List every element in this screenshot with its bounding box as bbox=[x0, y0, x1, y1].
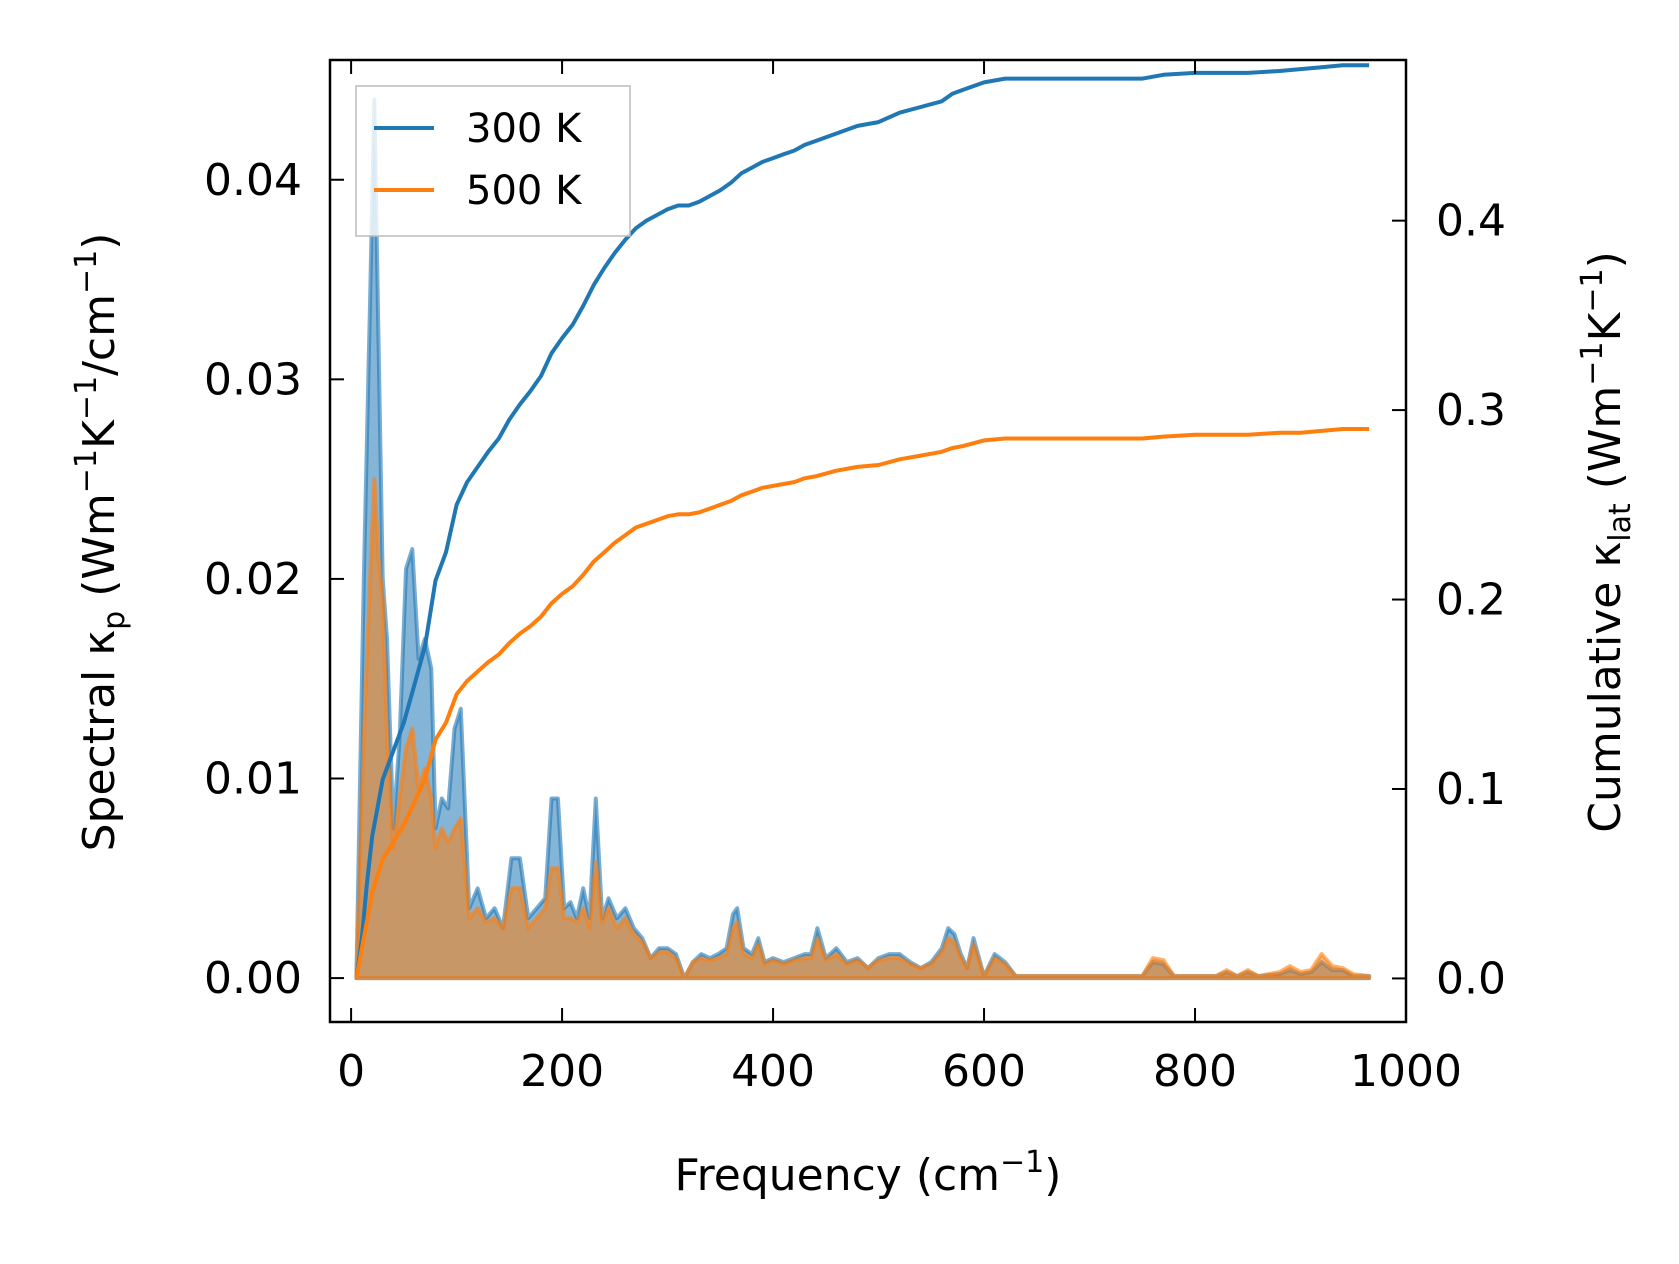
cumulative-lines bbox=[354, 63, 1370, 979]
x-tick-label: 200 bbox=[520, 1046, 604, 1097]
y-right-tick-label: 0.2 bbox=[1436, 575, 1506, 626]
x-axis-label-main: Frequency (cm bbox=[675, 1150, 1001, 1201]
y-right-label-part-2: (Wm bbox=[1580, 386, 1631, 504]
y-left-label-part-8: ) bbox=[74, 233, 125, 250]
axis-ticks: 0 200 400 600 800 1000 0.00 0.01 0.02 0.03 0.04 0.0… bbox=[204, 60, 1506, 1097]
y-right-label-part-3: −1 bbox=[1575, 341, 1610, 385]
y-left-label-part-5: −1 bbox=[69, 376, 104, 420]
y-right-label-part-4: K bbox=[1580, 311, 1631, 341]
y-right-tick-label: 0.4 bbox=[1436, 196, 1506, 247]
x-tick-label: 0 bbox=[337, 1046, 365, 1097]
legend: 300 K 500 K bbox=[355, 85, 631, 237]
y-left-label-part-0: Spectral κ bbox=[74, 630, 125, 852]
x-axis-label: Frequency (cm−1) bbox=[675, 1145, 1062, 1201]
x-tick-label: 600 bbox=[942, 1046, 1026, 1097]
y-left-tick-label: 0.01 bbox=[204, 754, 302, 805]
y-right-label-part-6: ) bbox=[1580, 251, 1631, 268]
y-right-label-part-1: lat bbox=[1603, 503, 1638, 542]
y-axis-left-label: Spectral κp (Wm−1K−1/cm−1) bbox=[69, 233, 132, 852]
y-right-tick-label: 0.3 bbox=[1436, 385, 1506, 436]
x-tick-label: 1000 bbox=[1350, 1046, 1462, 1097]
y-left-tick-label: 0.02 bbox=[204, 554, 302, 605]
cumulative-line-500k bbox=[354, 427, 1370, 979]
y-left-label-part-6: /cm bbox=[74, 294, 125, 376]
x-axis-label-end: ) bbox=[1044, 1150, 1061, 1201]
y-left-label-part-1: p bbox=[97, 611, 132, 630]
x-tick-label: 800 bbox=[1153, 1046, 1237, 1097]
y-left-label-part-4: K bbox=[74, 419, 125, 449]
x-axis-label-sup: −1 bbox=[1000, 1145, 1044, 1180]
y-left-label-part-3: −1 bbox=[69, 449, 104, 493]
y-left-tick-label: 0.03 bbox=[204, 354, 302, 405]
x-tick-label: 400 bbox=[731, 1046, 815, 1097]
legend-label-300k: 300 K bbox=[466, 106, 583, 152]
spectral-fills bbox=[354, 97, 1372, 981]
spectral-area-500k bbox=[354, 477, 1372, 981]
legend-label-500k: 500 K bbox=[466, 168, 583, 214]
y-left-label-part-7: −1 bbox=[69, 250, 104, 294]
y-left-tick-label: 0.04 bbox=[204, 155, 302, 206]
plot-frame bbox=[328, 58, 1408, 1024]
y-right-tick-label: 0.1 bbox=[1436, 764, 1506, 815]
y-left-tick-label: 0.00 bbox=[204, 953, 302, 1004]
y-right-label-part-5: −1 bbox=[1575, 268, 1610, 312]
legend-frame bbox=[355, 85, 631, 237]
y-left-label-part-2: (Wm bbox=[74, 493, 125, 611]
cumulative-line-300k bbox=[354, 63, 1370, 979]
y-right-label-part-0: Cumulative κ bbox=[1580, 542, 1631, 833]
y-axis-right-label: Cumulative κlat (Wm−1K−1) bbox=[1575, 251, 1638, 833]
y-right-tick-label: 0.0 bbox=[1436, 953, 1506, 1004]
